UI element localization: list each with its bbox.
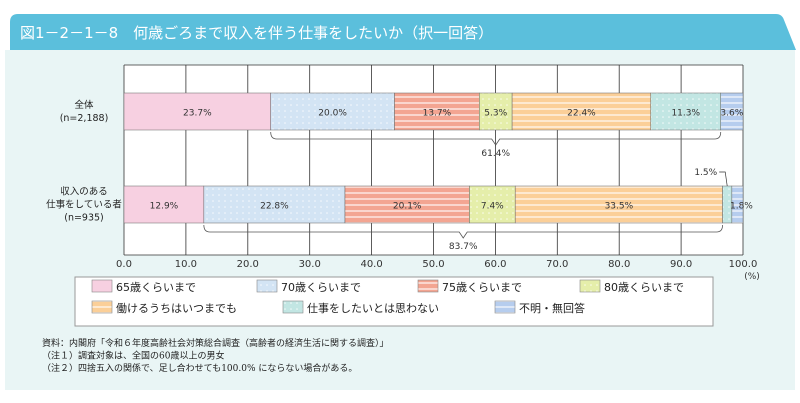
bar-segment [394, 92, 480, 131]
data-label: 1.5% [694, 168, 717, 178]
data-label: 23.7% [183, 109, 212, 119]
x-tick-label: 50.0 [422, 259, 444, 270]
legend-label: 仕事をしたいとは思わない [307, 302, 439, 315]
x-tick-label: 30.0 [299, 259, 321, 270]
x-axis-unit: (%) [744, 272, 760, 282]
data-label: 13.7% [423, 109, 452, 119]
x-tick-label: 0.0 [116, 259, 132, 270]
data-label: 7.4% [481, 202, 504, 212]
data-label: 33.5% [605, 202, 634, 212]
legend-swatch [282, 300, 304, 314]
legend-box [74, 276, 714, 327]
data-label: 20.1% [393, 202, 422, 212]
leader-line [719, 171, 728, 187]
x-tick-label: 40.0 [360, 259, 382, 270]
bar-segment [650, 92, 721, 131]
footnote: （注１）調査対象は、全国の60歳以上の男女 [42, 350, 224, 362]
x-tick-label: 100.0 [729, 259, 758, 270]
bar-segment [123, 92, 271, 131]
legend-swatch [91, 279, 113, 293]
legend-item: 65歳くらいまで [91, 279, 196, 294]
brace-label: 61.4% [481, 149, 510, 159]
brace-label: 83.7% [449, 242, 478, 252]
data-label: 22.4% [567, 109, 596, 119]
legend-label: 働けるうちはいつまでも [116, 302, 237, 315]
x-tick-label: 20.0 [237, 259, 259, 270]
category-label: (n=2,188) [60, 113, 109, 124]
legend-item: 75歳くらいまで [417, 279, 522, 294]
bar-segment [479, 92, 513, 131]
category-label: 仕事をしている者 [46, 199, 122, 211]
bar-segment [511, 92, 652, 131]
legend-item: 仕事をしたいとは思わない [282, 300, 439, 315]
title-bar [10, 14, 796, 50]
legend-swatch [579, 279, 601, 293]
bar-segment [469, 185, 516, 224]
category-label: (n=935) [64, 213, 104, 224]
footnote: （注２）四捨五入の関係で、足し合わせても100.0% にならない場合がある。 [42, 362, 357, 374]
legend-label: 75歳くらいまで [442, 281, 522, 294]
legend-item: 働けるうちはいつまでも [91, 300, 237, 315]
category-label: 収入のある [60, 186, 108, 198]
legend-item: 70歳くらいまで [256, 279, 361, 294]
x-tick-label: 90.0 [670, 259, 692, 270]
bar-segment [270, 92, 395, 131]
legend-label: 65歳くらいまで [116, 281, 196, 294]
x-tick-label: 10.0 [175, 259, 197, 270]
bar-segment [731, 185, 744, 224]
legend-label: 80歳くらいまで [604, 281, 684, 294]
bar-segment [203, 185, 346, 224]
data-label: 1.8% [730, 202, 753, 212]
legend-item: 不明・無回答 [494, 300, 585, 315]
x-tick-label: 70.0 [546, 259, 568, 270]
bar-segment [344, 185, 470, 224]
category-label: 全体 [74, 99, 94, 111]
legend-item: 80歳くらいまで [579, 279, 684, 294]
legend-swatch [494, 300, 516, 314]
bar-segment [720, 92, 744, 131]
brace [203, 224, 723, 239]
data-label: 3.6% [720, 109, 743, 119]
legend-label: 70歳くらいまで [281, 281, 361, 294]
data-label: 22.8% [260, 202, 289, 212]
legend-label: 不明・無回答 [519, 301, 585, 315]
data-label: 20.0% [318, 109, 347, 119]
x-tick-label: 60.0 [484, 259, 506, 270]
data-label: 11.3% [671, 109, 700, 119]
chart-title: 図1－2－1－8 何歳ごろまで収入を伴う仕事をしたいか（択一回答） [20, 24, 493, 42]
x-tick-label: 80.0 [608, 259, 630, 270]
footnote: 資料：内閣府「令和６年度高齢社会対策総合調査（高齢者の経済生活に関する調査）」 [42, 337, 389, 349]
brace [270, 131, 722, 146]
legend-swatch [256, 279, 278, 293]
data-label: 5.3% [484, 109, 507, 119]
legend-swatch [417, 279, 439, 293]
bar-segment [514, 185, 723, 224]
legend-swatch [91, 300, 113, 314]
bar-segment [123, 185, 205, 224]
data-label: 12.9% [150, 202, 179, 212]
